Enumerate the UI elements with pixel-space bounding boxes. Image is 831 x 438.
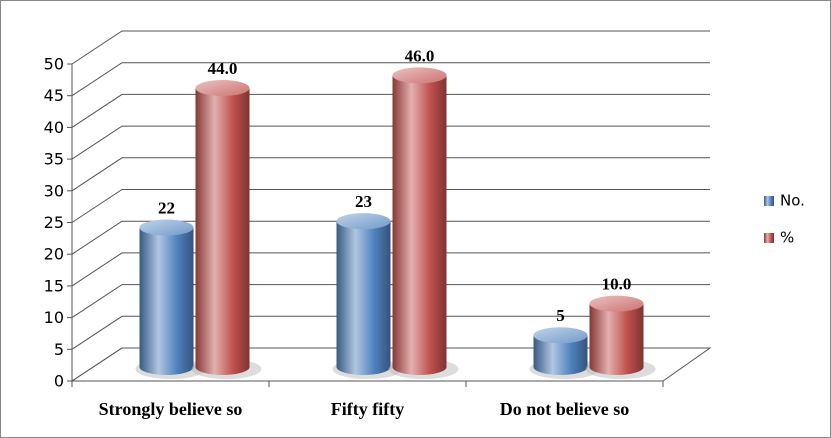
bar bbox=[533, 327, 588, 375]
value-label: 5 bbox=[556, 306, 565, 325]
legend-label: No. bbox=[780, 192, 805, 210]
y-tick-label: 10 bbox=[44, 308, 64, 327]
value-label: 10.0 bbox=[602, 275, 632, 294]
x-tick-label: Strongly believe so bbox=[99, 399, 243, 419]
grid-line bbox=[71, 252, 710, 287]
bar-top bbox=[139, 219, 194, 236]
y-tick-label: 0 bbox=[54, 372, 64, 391]
y-tick-label: 15 bbox=[44, 276, 64, 295]
y-tick-label: 40 bbox=[44, 118, 64, 137]
value-label: 44.0 bbox=[208, 59, 238, 78]
x-tick-label: Fifty fifty bbox=[331, 399, 404, 419]
legend-swatch bbox=[764, 233, 774, 243]
value-label: 46.0 bbox=[405, 46, 435, 65]
grid-line bbox=[71, 284, 710, 319]
grid-line bbox=[71, 315, 710, 350]
bar-body bbox=[392, 75, 447, 376]
grid-line bbox=[71, 220, 710, 255]
value-label: 23 bbox=[355, 192, 372, 211]
grid-line bbox=[71, 93, 710, 128]
legend-label: % bbox=[780, 229, 794, 247]
bar bbox=[139, 219, 194, 375]
bar-top bbox=[533, 327, 588, 344]
y-tick-label: 45 bbox=[44, 86, 64, 105]
y-tick-label: 35 bbox=[44, 150, 64, 169]
x-tick-label: Do not believe so bbox=[500, 399, 630, 419]
grid-line bbox=[71, 30, 710, 65]
grid-line bbox=[71, 347, 710, 382]
bar-top bbox=[392, 67, 447, 84]
grid-line bbox=[71, 62, 710, 97]
y-tick-label: 25 bbox=[44, 213, 64, 232]
y-tick-label: 20 bbox=[44, 245, 64, 264]
grid-line bbox=[71, 157, 710, 192]
y-tick-label: 5 bbox=[54, 340, 64, 359]
bar bbox=[589, 295, 644, 375]
value-label: 22 bbox=[158, 198, 175, 217]
bar bbox=[392, 67, 447, 376]
bar bbox=[336, 213, 391, 375]
y-tick-label: 30 bbox=[44, 181, 64, 200]
bar-body bbox=[195, 88, 250, 375]
bar-body bbox=[336, 221, 391, 375]
bar-body bbox=[533, 335, 588, 375]
bar-top bbox=[195, 80, 250, 97]
grid-line bbox=[71, 189, 710, 223]
legend-swatch bbox=[764, 196, 774, 206]
bar-body bbox=[139, 227, 194, 375]
bar-top bbox=[336, 213, 391, 230]
bar-top bbox=[589, 295, 644, 312]
bar-body bbox=[589, 303, 644, 375]
bar bbox=[195, 80, 250, 375]
y-tick-label: 50 bbox=[44, 55, 64, 74]
grid-line bbox=[71, 125, 710, 160]
